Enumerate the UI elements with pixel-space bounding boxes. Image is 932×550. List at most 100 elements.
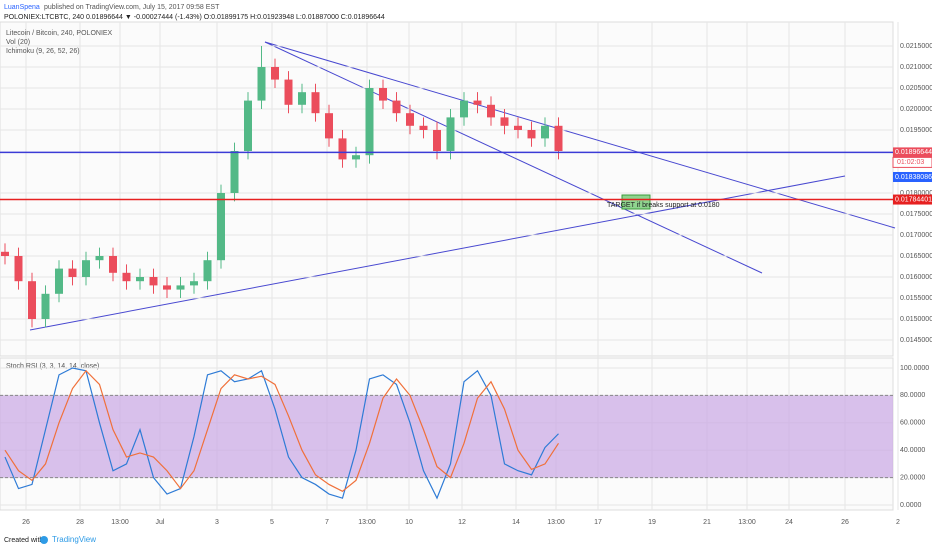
stoch-line xyxy=(4,369,560,493)
y-tick-label: 40.0000 xyxy=(900,447,925,454)
candle-body xyxy=(365,87,374,156)
candle-body xyxy=(460,100,468,118)
candle-body xyxy=(284,79,293,105)
candle-body xyxy=(1,251,9,256)
x-tick-label: 21 xyxy=(703,519,711,526)
x-tick-label: 26 xyxy=(22,519,30,526)
x-tick-label: 26 xyxy=(841,519,849,526)
x-tick-label: 13:00 xyxy=(547,519,565,526)
target-box xyxy=(621,194,651,210)
annotation: TARGET if breaks support at 0.0180 xyxy=(607,202,720,209)
y-tick-label: 20.0000 xyxy=(900,474,925,481)
x-tick-label: 24 xyxy=(785,519,793,526)
x-tick-label: 7 xyxy=(325,519,329,526)
footer-created: Created with xyxy=(4,537,43,544)
x-tick-label: 13:00 xyxy=(358,519,376,526)
ticker-line: POLONIEX:LTCBTC, 240 0.01896644 ▼ -0.000… xyxy=(4,14,385,21)
candle-body xyxy=(554,125,563,151)
candle-body xyxy=(541,125,549,139)
candle-body xyxy=(379,87,387,101)
stoch-band xyxy=(0,395,893,478)
candle-body xyxy=(176,285,185,290)
candle-body xyxy=(473,100,482,105)
footer-brand[interactable]: TradingView xyxy=(52,535,96,544)
x-tick-label: 19 xyxy=(648,519,656,526)
x-tick-label: 14 xyxy=(512,519,520,526)
stoch-line xyxy=(4,367,559,500)
x-tick-label: 12 xyxy=(458,519,466,526)
candle-body xyxy=(406,113,414,126)
x-tick-label: 13:00 xyxy=(111,519,129,526)
candle-body xyxy=(68,268,77,278)
main-pane xyxy=(0,21,894,357)
countdown: 01:02:03 xyxy=(897,159,924,166)
price-tag-label: 0.01838086 xyxy=(895,174,932,181)
candle-body xyxy=(433,129,441,151)
candle-body xyxy=(338,138,347,160)
price-tag xyxy=(893,194,932,205)
candle-body xyxy=(257,66,266,101)
x-tick-label: 3 xyxy=(215,519,219,526)
x-tick-label: 13:00 xyxy=(738,519,756,526)
price-tag xyxy=(893,147,932,158)
candle-body xyxy=(163,285,171,290)
candle-body xyxy=(203,260,212,282)
candle-body xyxy=(28,281,36,320)
countdown-tag xyxy=(892,156,932,168)
candle-body xyxy=(95,255,104,261)
publisher[interactable]: LuanSpena xyxy=(4,4,40,11)
price-tag xyxy=(893,171,932,182)
y-tick-label: 100.0000 xyxy=(900,365,929,372)
candle-body xyxy=(217,192,225,261)
candle-body xyxy=(514,125,522,130)
x-tick-label: 28 xyxy=(76,519,84,526)
candle-body xyxy=(298,92,306,105)
trend-line xyxy=(264,41,896,229)
x-tick-label: 2 xyxy=(896,519,900,526)
candle-body xyxy=(149,277,158,286)
y-tick-label: 0.0000 xyxy=(900,502,922,509)
candle-body xyxy=(109,255,117,273)
candle-body xyxy=(244,100,252,151)
candle-body xyxy=(190,281,198,286)
indicator-label: Vol (20) xyxy=(6,39,30,46)
candle-body xyxy=(352,155,360,160)
candle-body xyxy=(527,129,536,139)
candle-body xyxy=(487,104,495,118)
y-tick-label: 60.0000 xyxy=(900,420,925,427)
stoch-title: Stoch RSI (3, 3, 14, 14, close) xyxy=(6,363,99,370)
candle-body xyxy=(82,260,90,278)
candle-body xyxy=(136,277,144,282)
trend-line xyxy=(29,175,846,331)
x-tick-label: 17 xyxy=(594,519,602,526)
candle-body xyxy=(325,113,333,139)
price-tag-label: 0.01896644 xyxy=(895,149,932,156)
logo xyxy=(40,536,48,544)
price-tag-label: 0.01784401 xyxy=(895,196,932,203)
candle-body xyxy=(419,125,428,130)
candle-body xyxy=(271,66,279,80)
y-tick-label: 80.0000 xyxy=(900,392,925,399)
x-tick-label: 10 xyxy=(405,519,413,526)
main-title: Litecoin / Bitcoin, 240, POLONIEX xyxy=(6,30,113,37)
candle-body xyxy=(500,117,509,126)
indicator-label: Ichimoku (9, 26, 52, 26) xyxy=(6,48,80,55)
candle-body xyxy=(122,272,131,282)
candle-body xyxy=(41,293,50,320)
x-tick-label: Jul xyxy=(156,519,165,526)
candle-body xyxy=(14,255,23,282)
